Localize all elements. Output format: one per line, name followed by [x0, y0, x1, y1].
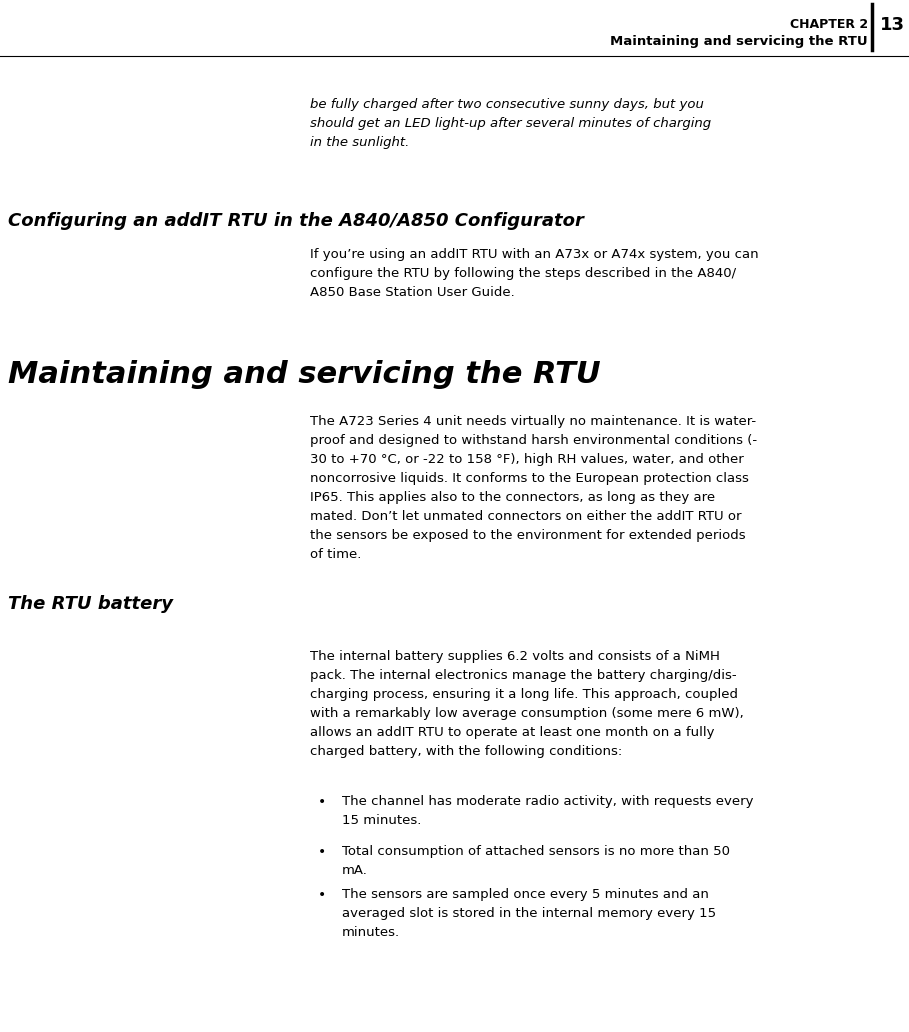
Text: •: •	[318, 888, 326, 902]
Text: The sensors are sampled once every 5 minutes and an
averaged slot is stored in t: The sensors are sampled once every 5 min…	[342, 888, 716, 939]
Text: The A723 Series 4 unit needs virtually no maintenance. It is water-
proof and de: The A723 Series 4 unit needs virtually n…	[310, 415, 757, 561]
Text: The internal battery supplies 6.2 volts and consists of a NiMH
pack. The interna: The internal battery supplies 6.2 volts …	[310, 650, 744, 757]
Text: 13: 13	[880, 17, 905, 34]
Text: be fully charged after two consecutive sunny days, but you
should get an LED lig: be fully charged after two consecutive s…	[310, 98, 711, 149]
Text: The RTU battery: The RTU battery	[8, 595, 173, 613]
Text: Maintaining and servicing the RTU: Maintaining and servicing the RTU	[610, 35, 868, 49]
Text: The channel has moderate radio activity, with requests every
15 minutes.: The channel has moderate radio activity,…	[342, 795, 754, 827]
Text: CHAPTER 2: CHAPTER 2	[790, 18, 868, 31]
Text: Maintaining and servicing the RTU: Maintaining and servicing the RTU	[8, 360, 601, 389]
Text: If you’re using an addIT RTU with an A73x or A74x system, you can
configure the : If you’re using an addIT RTU with an A73…	[310, 248, 759, 299]
Text: Configuring an addIT RTU in the A840/A850 Configurator: Configuring an addIT RTU in the A840/A85…	[8, 212, 584, 230]
Text: Total consumption of attached sensors is no more than 50
mA.: Total consumption of attached sensors is…	[342, 845, 730, 877]
Text: •: •	[318, 845, 326, 859]
Text: •: •	[318, 795, 326, 809]
